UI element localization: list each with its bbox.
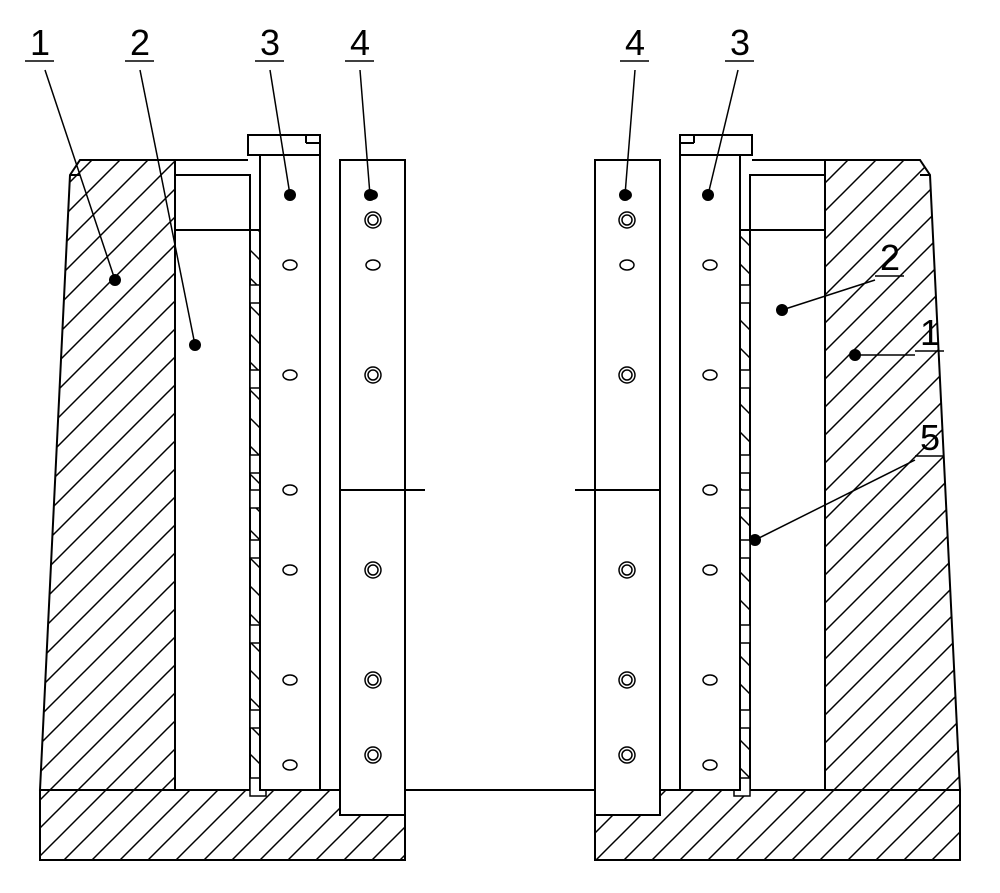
callout-label-1: 1 xyxy=(30,22,50,63)
callout-label-3: 3 xyxy=(260,22,280,63)
cross-section-drawing: 123443215 xyxy=(0,0,1000,893)
callout-label-2: 2 xyxy=(130,22,150,63)
callout-label-2r: 2 xyxy=(880,237,900,278)
callout-label-1r: 1 xyxy=(920,312,940,353)
callout-label-3r: 3 xyxy=(730,22,750,63)
callout-label-4: 4 xyxy=(350,22,370,63)
callout-label-5: 5 xyxy=(920,417,940,458)
callout-label-4r: 4 xyxy=(625,22,645,63)
